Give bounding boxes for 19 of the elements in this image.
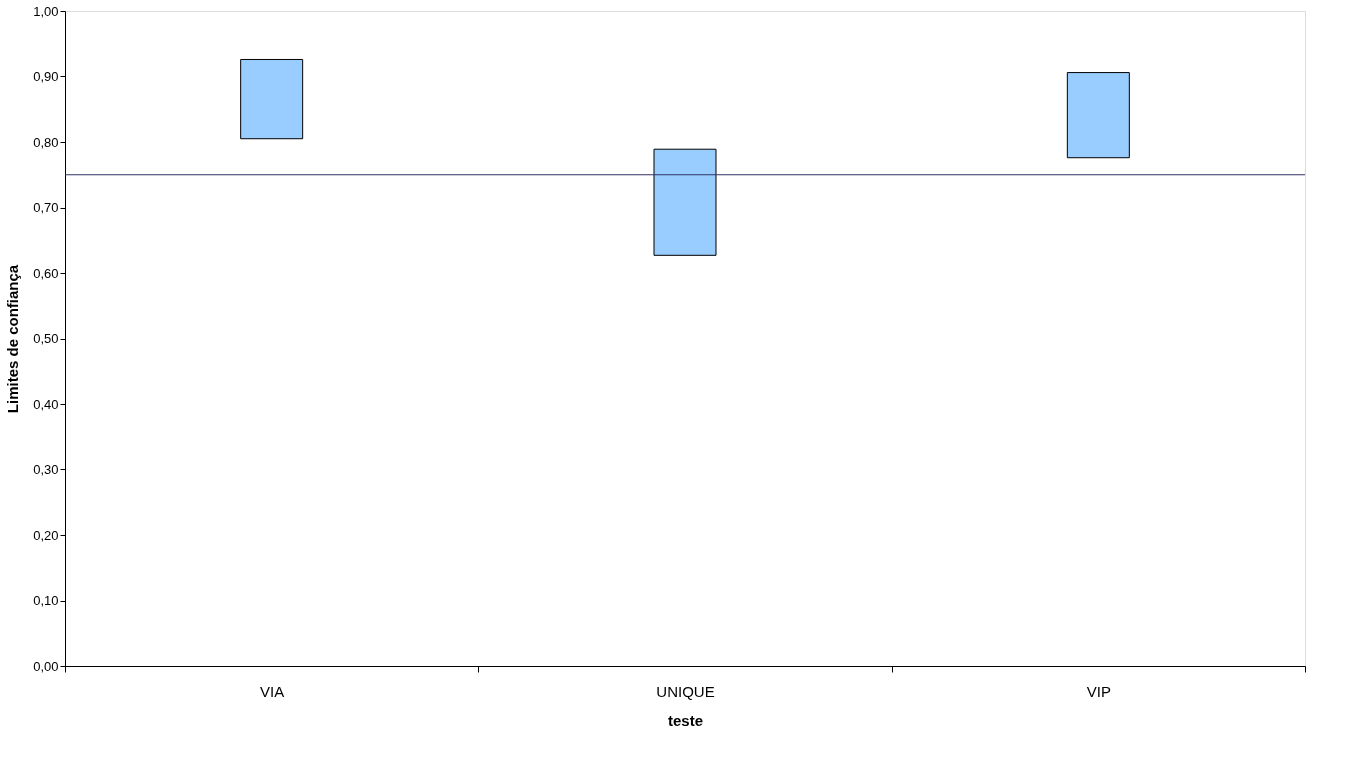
y-tick-label: 0,50 [33, 331, 59, 346]
y-tick-label: 0,40 [33, 396, 59, 412]
y-tick-label: 0,20 [33, 527, 59, 543]
y-tick-label: 0,00 [33, 658, 59, 674]
y-tick-label: 0,80 [33, 134, 59, 150]
y-tick-label: 0,60 [33, 265, 59, 281]
x-tick-label: UNIQUE [656, 682, 715, 700]
x-axis-title: teste [667, 711, 704, 729]
y-axis-title: Limites de confiança [4, 264, 22, 414]
y-tick-label: 0,90 [33, 69, 59, 84]
y-tick-label: 0,70 [33, 200, 59, 215]
y-tick-label: 1,00 [33, 3, 59, 19]
y-tick-label: 0,30 [33, 462, 59, 477]
y-tick-label: 0,10 [33, 593, 59, 608]
bar [653, 148, 717, 256]
bar [240, 58, 304, 140]
bar [1066, 72, 1130, 159]
x-tick-label: VIP [1086, 682, 1111, 700]
x-tick-label: VIA [260, 682, 285, 700]
